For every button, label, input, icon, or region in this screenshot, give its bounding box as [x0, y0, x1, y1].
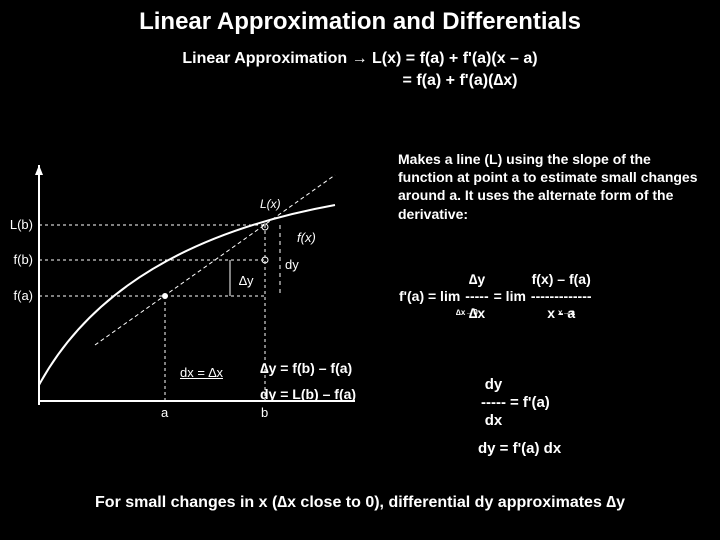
fprime-lhs: f'(a) = lim [398, 270, 464, 322]
footer-text: For small changes in x (∆x close to 0), … [0, 494, 720, 512]
label-fx: f(x) [297, 230, 316, 245]
page-title: Linear Approximation and Differentials [20, 8, 700, 36]
frac1-top: ∆y [465, 271, 488, 288]
label-fa: f(a) [3, 288, 33, 303]
label-Lx: L(x) [260, 197, 281, 211]
dydx-rhs: = f'(a) [509, 375, 551, 431]
differential-eq: dy = f'(a) dx [478, 440, 561, 457]
sub-xa: x→a [558, 308, 575, 318]
eq-dy: dy = L(b) – f(a) [260, 386, 356, 402]
equation-block: ∆y = f(b) – f(a) dy = L(b) – f(a) [260, 350, 356, 412]
eq-delta-y: ∆y = f(b) – f(a) [260, 360, 356, 376]
slide: Linear Approximation and Differentials L… [0, 0, 720, 540]
derivative-eq: dy ----- dx = f'(a) [478, 373, 553, 433]
label-Lb: L(b) [3, 217, 33, 232]
label-a: a [161, 405, 168, 420]
dydx-top: dy [481, 376, 506, 394]
label-Dy: ∆y [239, 273, 253, 288]
frac2-top: f(x) – f(a) [531, 271, 592, 288]
subtitle-line1: Linear Approximation → L(x) = f(a) + f'(… [182, 50, 537, 67]
label-dy: dy [285, 257, 299, 272]
label-fb: f(b) [3, 252, 33, 267]
subtitle-line2: = f(a) + f'(a)(∆x) [203, 70, 518, 92]
mid: = lim [490, 270, 530, 322]
sub-dx0: ∆x→0 [456, 308, 478, 318]
derivative-limit: f'(a) = lim ∆y ----- ∆x = lim f(x) – f(a… [398, 270, 593, 324]
description-text: Makes a line (L) using the slope of the … [398, 150, 698, 223]
subtitle: Linear Approximation → L(x) = f(a) + f'(… [20, 48, 700, 93]
dydx-bot: dx [481, 412, 506, 430]
label-dx: dx = ∆x [180, 365, 223, 380]
